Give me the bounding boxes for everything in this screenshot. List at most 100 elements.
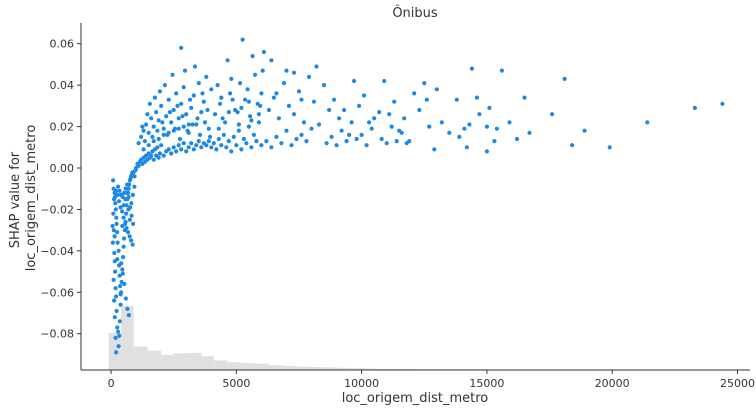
scatter-point bbox=[126, 230, 130, 234]
scatter-point bbox=[113, 201, 117, 205]
scatter-point bbox=[128, 218, 132, 222]
scatter-point bbox=[113, 315, 117, 319]
scatter-point bbox=[522, 96, 526, 100]
scatter-point bbox=[253, 73, 257, 77]
scatter-point bbox=[297, 89, 301, 93]
scatter-points-layer bbox=[111, 38, 725, 355]
scatter-point bbox=[167, 131, 171, 135]
scatter-point bbox=[149, 116, 153, 120]
scatter-point bbox=[177, 143, 181, 147]
scatter-point bbox=[150, 135, 154, 139]
scatter-point bbox=[352, 79, 356, 83]
scatter-point bbox=[118, 189, 122, 193]
scatter-point bbox=[116, 241, 120, 245]
scatter-point bbox=[427, 125, 431, 129]
y-tick-label: 0.02 bbox=[50, 121, 75, 134]
scatter-point bbox=[121, 195, 125, 199]
scatter-point bbox=[169, 151, 173, 155]
scatter-point bbox=[322, 83, 326, 87]
scatter-point bbox=[249, 118, 253, 122]
scatter-point bbox=[122, 236, 126, 240]
scatter-point bbox=[217, 137, 221, 141]
scatter-point bbox=[213, 112, 217, 116]
scatter-point bbox=[195, 116, 199, 120]
histogram-bar bbox=[283, 366, 296, 370]
scatter-point bbox=[279, 141, 283, 145]
scatter-point bbox=[114, 294, 118, 298]
scatter-point bbox=[114, 350, 118, 354]
scatter-point bbox=[137, 164, 141, 168]
scatter-point bbox=[292, 71, 296, 75]
scatter-point bbox=[259, 143, 263, 147]
scatter-point bbox=[192, 147, 196, 151]
scatter-point bbox=[193, 64, 197, 68]
scatter-point bbox=[236, 110, 240, 114]
scatter-point bbox=[335, 143, 339, 147]
scatter-point bbox=[247, 125, 251, 129]
scatter-point bbox=[208, 135, 212, 139]
scatter-point bbox=[304, 139, 308, 143]
scatter-point bbox=[132, 185, 136, 189]
chart-title: Ônibus bbox=[392, 5, 438, 21]
scatter-point bbox=[256, 102, 260, 106]
scatter-point bbox=[380, 137, 384, 141]
scatter-point bbox=[169, 120, 173, 124]
scatter-point bbox=[248, 114, 252, 118]
scatter-point bbox=[299, 133, 303, 137]
scatter-point bbox=[563, 77, 567, 81]
scatter-point bbox=[159, 143, 163, 147]
scatter-point bbox=[299, 98, 303, 102]
scatter-point bbox=[122, 245, 126, 249]
scatter-point bbox=[412, 91, 416, 95]
scatter-point bbox=[205, 108, 209, 112]
scatter-point bbox=[294, 137, 298, 141]
scatter-point bbox=[112, 299, 116, 303]
scatter-point bbox=[189, 141, 193, 145]
scatter-point bbox=[125, 183, 129, 187]
scatter-point bbox=[114, 207, 118, 211]
scatter-point bbox=[243, 98, 247, 102]
scatter-point bbox=[162, 133, 166, 137]
scatter-point bbox=[608, 145, 612, 149]
scatter-point bbox=[174, 91, 178, 95]
scatter-point bbox=[175, 104, 179, 108]
scatter-point bbox=[125, 226, 129, 230]
scatter-point bbox=[261, 69, 265, 73]
y-tick-label: −0.04 bbox=[40, 245, 74, 258]
scatter-point bbox=[221, 116, 225, 120]
scatter-point bbox=[422, 81, 426, 85]
scatter-point bbox=[239, 147, 243, 151]
scatter-point bbox=[111, 241, 115, 245]
scatter-point bbox=[116, 330, 120, 334]
histogram-bar bbox=[255, 364, 269, 370]
scatter-point bbox=[139, 135, 143, 139]
y-axis-label: SHAP value for loc_origem_dist_metro bbox=[8, 125, 39, 272]
scatter-point bbox=[204, 143, 208, 147]
scatter-point bbox=[197, 139, 201, 143]
scatter-point bbox=[227, 110, 231, 114]
histogram-bar bbox=[214, 360, 228, 370]
scatter-point bbox=[495, 127, 499, 131]
scatter-point bbox=[435, 87, 439, 91]
scatter-point bbox=[267, 108, 271, 112]
y-tick-label: 0.04 bbox=[50, 79, 75, 92]
scatter-point bbox=[179, 46, 183, 50]
histogram-bar bbox=[228, 362, 242, 370]
scatter-point bbox=[115, 325, 119, 329]
scatter-point bbox=[219, 143, 223, 147]
scatter-point bbox=[232, 135, 236, 139]
scatter-point bbox=[277, 116, 281, 120]
scatter-point bbox=[112, 251, 116, 255]
scatter-point bbox=[274, 135, 278, 139]
scatter-point bbox=[155, 145, 159, 149]
scatter-point bbox=[317, 122, 321, 126]
scatter-point bbox=[223, 120, 227, 124]
scatter-point bbox=[241, 38, 245, 42]
scatter-point bbox=[302, 120, 306, 124]
y-axis-label-line-1: SHAP value for bbox=[8, 151, 23, 248]
scatter-point bbox=[199, 145, 203, 149]
scatter-point bbox=[164, 114, 168, 118]
scatter-point bbox=[465, 145, 469, 149]
